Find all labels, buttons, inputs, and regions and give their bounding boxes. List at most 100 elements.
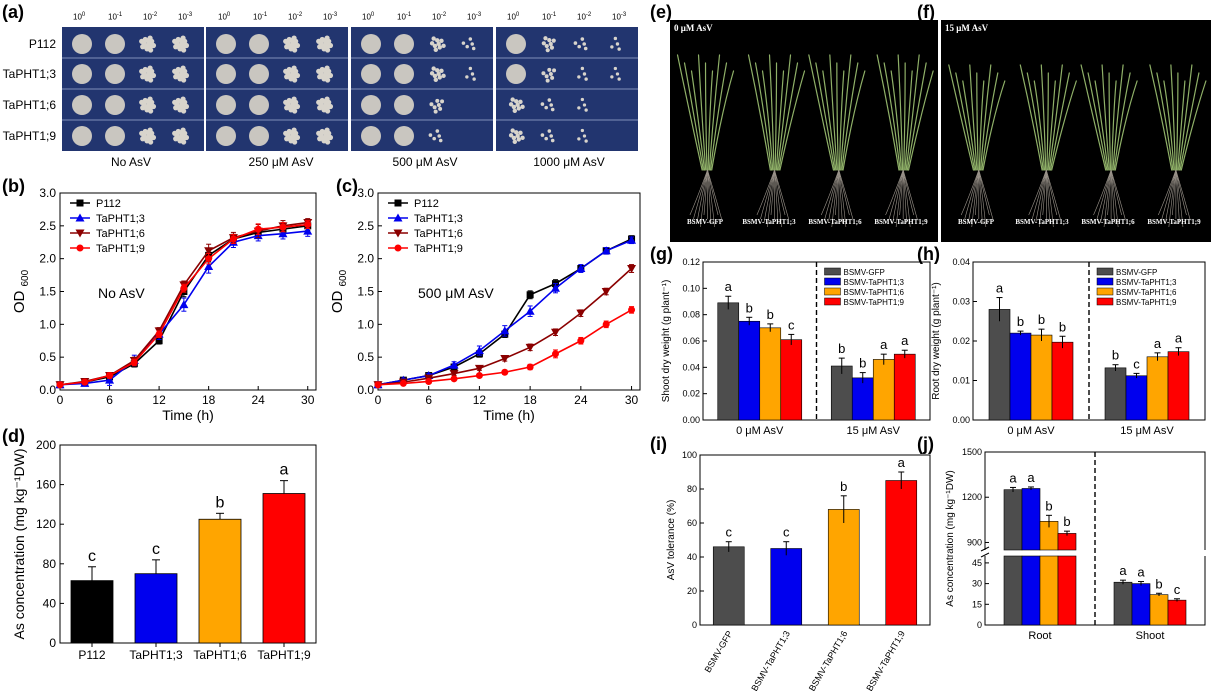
y-tick-label: 100	[682, 450, 697, 460]
data-point	[399, 379, 407, 387]
strain-label: TaPHT1;3	[2, 67, 56, 81]
bar	[1113, 581, 1133, 626]
plant-leaf	[948, 64, 974, 171]
x-tick-label: 30	[301, 393, 315, 407]
yeast-colony	[327, 134, 334, 141]
yeast-colony	[291, 65, 297, 71]
y-tick-label: 0.12	[682, 257, 700, 267]
plant-root	[760, 169, 775, 220]
bar	[134, 573, 178, 644]
yeast-colony	[325, 47, 331, 53]
yeast-colony	[183, 72, 190, 79]
bar	[1149, 594, 1169, 626]
y-axis-label-subscript: 600	[338, 269, 349, 286]
data-point	[425, 377, 433, 385]
data-point	[75, 213, 85, 222]
yeast-spot	[216, 95, 236, 115]
y-tick-label: 0.03	[952, 297, 970, 307]
plant-root	[1165, 169, 1177, 224]
condition-label: 1000 μM AsV	[533, 155, 605, 169]
yeast-colony	[139, 38, 145, 44]
yeast-spot	[105, 64, 125, 84]
plant-root	[967, 169, 980, 224]
plant-leaf	[1049, 72, 1070, 171]
strain-label: TaPHT1;6	[2, 98, 56, 112]
data-point	[551, 350, 559, 358]
strain-label: TaPHT1;9	[2, 129, 56, 143]
yeast-colony	[580, 66, 585, 71]
plant-root	[1175, 169, 1191, 220]
yeast-colony	[584, 77, 588, 81]
yeast-colony	[580, 128, 585, 133]
plant-leaf	[1156, 72, 1174, 171]
x-tick-label: TaPHT1;6	[193, 648, 247, 662]
yeast-colony	[541, 41, 546, 46]
yeast-colony	[547, 98, 552, 102]
yeast-spot	[216, 126, 236, 146]
plant-root	[1046, 169, 1061, 220]
y-tick-label: 40	[687, 552, 697, 562]
x-tick-label: Shoot	[1136, 630, 1165, 642]
legend-label: BSMV-GFP	[844, 268, 885, 277]
yeast-colony	[577, 44, 581, 49]
yeast-colony	[284, 74, 290, 80]
yeast-colony	[324, 96, 330, 102]
yeast-colony	[147, 96, 153, 102]
dilution-header: 10-3	[178, 12, 193, 22]
plant-root	[978, 169, 987, 228]
plant-leaf	[704, 62, 708, 171]
yeast-colony	[324, 65, 330, 71]
plant-root	[899, 169, 904, 216]
bar	[70, 580, 114, 644]
x-tick-label: 0	[375, 393, 382, 407]
plant-leaf	[1177, 80, 1186, 171]
x-axis-label: Time (h)	[483, 407, 535, 423]
yeast-colony	[515, 102, 520, 108]
bar-lower	[1039, 555, 1059, 626]
y-axis-label: As concentration (mg kg⁻¹DW)	[11, 449, 27, 640]
dilution-header: 10-1	[253, 12, 268, 22]
yeast-spot	[249, 34, 269, 54]
plant-leaf	[955, 72, 976, 171]
data-point	[279, 223, 287, 231]
yeast-spot	[216, 34, 236, 54]
yeast-spot	[216, 64, 236, 84]
dilution-header: 10-2	[432, 12, 447, 22]
plant-root	[888, 169, 904, 220]
yeast-colony	[468, 66, 473, 71]
yeast-colony	[465, 44, 469, 49]
data-point	[205, 255, 213, 263]
yeast-colony	[548, 72, 553, 76]
yeast-colony	[429, 41, 435, 46]
y-tick-label: 200	[36, 438, 56, 452]
yeast-colony	[544, 136, 548, 141]
data-point	[204, 262, 214, 271]
dilution-header: 10-2	[143, 12, 158, 22]
yeast-colony	[183, 103, 190, 110]
plant-root	[1028, 169, 1047, 216]
yeast-colony	[545, 78, 550, 83]
yeast-colony	[180, 127, 186, 133]
yeast-colony	[511, 135, 517, 141]
yeast-colony	[610, 75, 614, 79]
y-tick-label: 1.5	[357, 285, 374, 299]
plant-leaf	[1180, 80, 1207, 171]
x-tick-label: 0 μM AsV	[1007, 425, 1055, 437]
yeast-spot	[506, 34, 526, 54]
yeast-colony	[317, 136, 323, 142]
plant-leaf	[690, 70, 706, 171]
bar	[885, 480, 918, 626]
significance-letter: c	[726, 525, 733, 540]
plant-root	[978, 169, 994, 220]
yeast-colony	[139, 99, 145, 105]
y-tick-label: 0.10	[682, 283, 700, 293]
yeast-colony	[441, 43, 446, 49]
x-tick-label: P112	[78, 648, 105, 662]
plant-root	[1046, 169, 1058, 216]
yeast-colony	[292, 139, 298, 145]
plant-leaf	[776, 54, 792, 171]
plant-leaf	[905, 54, 920, 171]
y-tick-label: 0.02	[952, 336, 970, 346]
x-tick-label: 12	[152, 393, 166, 407]
